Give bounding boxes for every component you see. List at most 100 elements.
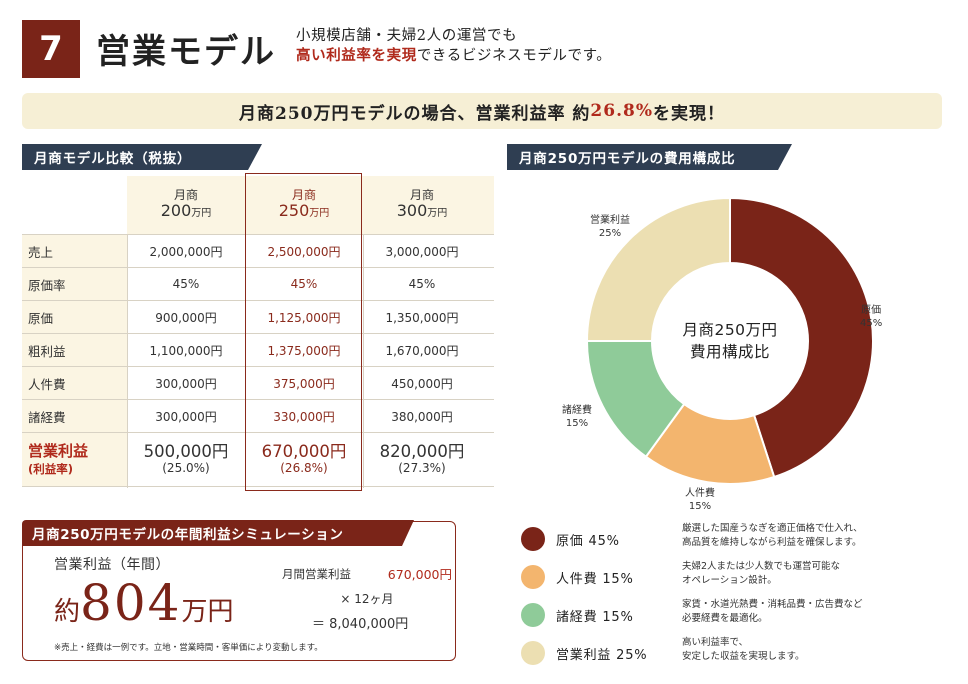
page-title: 営業モデル	[96, 32, 276, 72]
legend-color-dot	[521, 603, 545, 627]
profit-rate: (26.8%)	[280, 460, 328, 475]
subtitle-rest: できるビジネスモデルです。	[416, 48, 612, 64]
column-header: 月商 250万円	[245, 188, 363, 221]
table-row: 諸経費 300,000円 330,000円 380,000円	[22, 399, 494, 432]
monthly-profit-label: 月間営業利益	[282, 567, 351, 581]
column-header-prefix: 月商	[173, 188, 198, 202]
table-cell: 1,670,000円	[385, 343, 459, 358]
comparison-section-title: 月商モデル比較（税抜）	[22, 144, 262, 170]
profit-rate: (27.3%)	[398, 460, 446, 475]
annual-profit-prefix: 約	[54, 597, 81, 627]
row-label: 営業利益 (利益率)	[22, 433, 127, 486]
slice-label-value: 25%	[598, 228, 622, 239]
slice-label: 営業利益 25%	[590, 214, 630, 240]
profit-rate: (25.0%)	[162, 460, 210, 475]
column-divider	[127, 234, 128, 488]
table-cell: 900,000円	[155, 310, 217, 325]
column-header-amount: 300万円	[396, 201, 448, 220]
table-header-background	[127, 176, 494, 234]
legend-item: 営業利益 25% 高い利益率で、 安定した収益を実現します。	[516, 634, 946, 672]
slice-label: 人件費 15%	[685, 487, 715, 513]
legend-description: 夫婦2人または少人数でも運営可能な オペレーション設計。	[682, 561, 841, 586]
headline-banner: 月商250万円モデルの場合、営業利益率 約 26.8% を実現！	[22, 93, 942, 129]
table-row: 売上 2,000,000円 2,500,000円 3,000,000円	[22, 234, 494, 267]
subtitle-accent: 高い利益率を実現	[296, 47, 417, 64]
table-cell: 375,000円	[273, 376, 335, 391]
legend-description: 高い利益率で、 安定した収益を実現します。	[682, 637, 805, 662]
legend-item: 人件費 15% 夫婦2人または少人数でも運営可能な オペレーション設計。	[516, 558, 946, 596]
donut-center-label: 月商250万円 費用構成比	[660, 319, 800, 363]
row-label: 売上	[22, 235, 127, 267]
slice-label-name: 人件費	[685, 488, 715, 499]
table-cell: 45%	[172, 277, 200, 291]
table-row: 人件費 300,000円 375,000円 450,000円	[22, 366, 494, 399]
legend-item: 諸経費 15% 家賃・水道光熱費・消耗品費・広告費など 必要経費を最適化。	[516, 596, 946, 634]
table-cell: 2,000,000円	[149, 244, 223, 259]
row-label: 原価	[22, 301, 127, 333]
annual-profit-value: 約804万円	[54, 574, 233, 632]
subtitle-line-1: 小規模店舗・夫婦2人の運営でも	[296, 28, 518, 44]
slice-operating-profit	[585, 196, 731, 342]
slice-label-value: 45%	[860, 318, 883, 329]
table-cell: 300,000円	[155, 376, 217, 391]
legend-color-dot	[521, 527, 545, 551]
legend-name: 原価 45%	[556, 534, 620, 549]
slice-label-name: 原価	[861, 305, 882, 316]
table-cell: 300,000円	[155, 409, 217, 424]
monthly-profit-value: 670,000円	[387, 567, 452, 582]
profit-value: 670,000円	[261, 441, 347, 461]
profit-value: 500,000円	[143, 441, 229, 461]
simulation-title: 月商250万円モデルの年間利益シミュレーション	[22, 520, 414, 546]
slice-label-name: 営業利益	[590, 215, 630, 226]
table-row-operating-profit: 営業利益 (利益率) 500,000円 (25.0%) 670,000円 (26…	[22, 432, 494, 486]
row-label: 原価率	[22, 268, 127, 300]
annual-profit-unit: 万円	[181, 597, 234, 627]
result-line: ＝ 8,040,000円	[312, 617, 409, 632]
cost-donut-chart: 月商250万円 費用構成比 原価 45% 人件費 15% 諸経費 15% 営業利…	[560, 172, 930, 522]
profit-calculation: 月間営業利益 670,000円 × 12ヶ月 ＝ 8,040,000円	[282, 562, 452, 637]
slice-label-value: 15%	[565, 418, 589, 429]
banner-text-after: を実現！	[652, 103, 725, 124]
column-header-prefix: 月商	[409, 188, 434, 202]
table-cell: 330,000円	[273, 409, 335, 424]
highlight-column-frame	[245, 173, 362, 491]
legend-name: 諸経費 15%	[556, 610, 634, 625]
table-cell: 1,350,000円	[385, 310, 459, 325]
column-header: 月商 200万円	[127, 188, 245, 221]
table-row: 粗利益 1,100,000円 1,375,000円 1,670,000円	[22, 333, 494, 366]
donut-center-line-1: 月商250万円	[682, 321, 778, 339]
column-header-amount: 250万円	[278, 201, 330, 220]
donut-center-line-2: 費用構成比	[689, 343, 770, 361]
legend-description: 家賃・水道光熱費・消耗品費・広告費など 必要経費を最適化。	[682, 599, 863, 624]
banner-highlight: 26.8%	[590, 101, 653, 121]
slice-cost	[729, 196, 874, 479]
multiplier-line: × 12ヶ月	[340, 592, 394, 606]
column-divider	[363, 234, 364, 488]
cost-chart-section-title: 月商250万円モデルの費用構成比	[507, 144, 792, 170]
table-cell: 2,500,000円	[267, 244, 341, 259]
legend-color-dot	[521, 565, 545, 589]
donut-svg	[585, 196, 874, 485]
table-cell: 820,000円 (27.3%)	[363, 433, 481, 486]
row-label: 粗利益	[22, 334, 127, 366]
slice-label: 諸経費 15%	[562, 404, 592, 430]
annual-profit-label: 営業利益（年間）	[54, 557, 170, 573]
row-label: 諸経費	[22, 400, 127, 432]
legend-color-dot	[521, 641, 545, 665]
banner-text-before: 月商250万円モデルの場合、営業利益率 約	[239, 103, 591, 124]
legend-name: 営業利益 25%	[556, 648, 648, 663]
slice-label-name: 諸経費	[562, 405, 592, 416]
table-bottom-line	[22, 486, 494, 487]
table-cell: 1,100,000円	[149, 343, 223, 358]
table-cell: 1,375,000円	[267, 343, 341, 358]
table-cell: 45%	[290, 277, 318, 291]
table-cell: 45%	[408, 277, 436, 291]
table-cell: 450,000円	[391, 376, 453, 391]
table-row: 原価率 45% 45% 45%	[22, 267, 494, 300]
annual-profit-number: 804	[80, 574, 182, 632]
section-number-badge: 7	[22, 20, 80, 78]
slice-label-value: 15%	[688, 501, 712, 512]
table-cell: 670,000円 (26.8%)	[245, 433, 363, 486]
table-cell: 3,000,000円	[385, 244, 459, 259]
column-header-prefix: 月商	[291, 188, 316, 202]
